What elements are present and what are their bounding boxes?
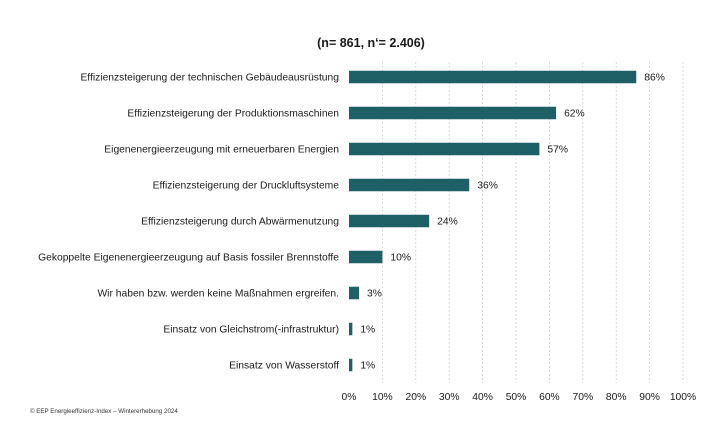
labels: 0% 10% 20% 30% 40% 50% 60% 70% 80% 90% 100% Effizie… [38,73,696,403]
data-label: 1% [360,325,375,336]
x-tick-label: 20% [405,392,426,403]
x-tick-label: 100% [670,392,696,403]
bar [349,250,383,264]
data-label: 10% [390,253,411,264]
x-tick-label: 0% [342,392,357,403]
bar [349,106,557,120]
category-label: Gekoppelte Eigenenergieerzeugung auf Bas… [38,253,339,264]
copyright-footnote: © EEP Energieeffizienz-Index – Wintererh… [30,408,178,415]
x-tick-label: 60% [539,392,560,403]
bar [349,358,353,372]
data-label: 62% [564,109,585,120]
data-label: 3% [367,289,382,300]
bar [349,70,637,84]
category-label: Effizienzsteigerung der Produktionsmasch… [127,109,339,120]
category-label: Wir haben bzw. werden keine Maßnahmen er… [97,289,339,300]
x-tick-label: 90% [639,392,660,403]
bar [349,142,540,156]
data-label: 1% [360,361,375,372]
bar [349,178,470,192]
category-label: Effizienzsteigerung durch Abwärmenutzung [141,217,339,228]
category-label: Effizienzsteigerung der technischen Gebä… [80,73,339,84]
chart-subtitle: (n= 861, n‘= 2.406) [317,36,425,50]
data-label: 57% [547,145,568,156]
data-label: 24% [437,217,458,228]
x-tick-label: 40% [472,392,493,403]
bar [349,322,353,336]
x-tick-label: 30% [439,392,460,403]
data-label: 86% [644,73,665,84]
bar [349,214,430,228]
bars [349,70,637,372]
category-label: Einsatz von Wasserstoff [229,361,339,372]
x-tick-label: 10% [372,392,393,403]
category-label: Eigenenergieerzeugung mit erneuerbaren E… [104,145,339,156]
bar [349,286,360,300]
category-label: Einsatz von Gleichstrom(-infrastruktur) [163,325,339,336]
x-tick-label: 80% [606,392,627,403]
data-label: 36% [477,181,498,192]
x-tick-label: 70% [572,392,593,403]
x-tick-label: 50% [506,392,527,403]
category-label: Effizienzsteigerung der Druckluftsysteme [153,181,340,192]
